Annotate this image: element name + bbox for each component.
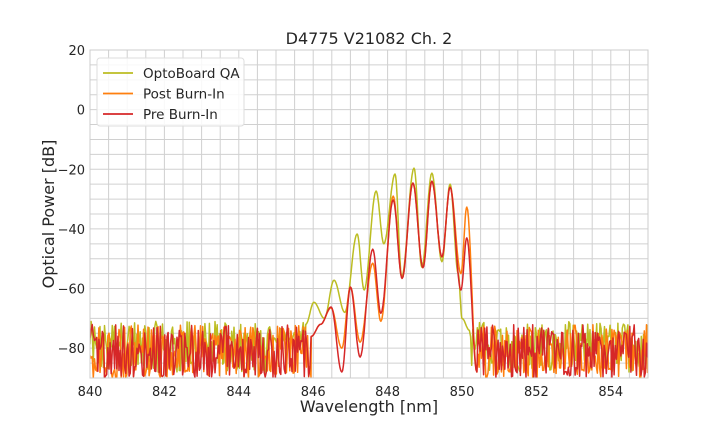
- x-axis-label: Wavelength [nm]: [300, 397, 438, 416]
- x-tick-label: 844: [226, 385, 251, 400]
- y-tick-label: −80: [58, 342, 85, 357]
- legend-label: Pre Burn-In: [143, 107, 218, 123]
- y-tick-label: 0: [77, 104, 85, 119]
- y-axis-label: Optical Power [dB]: [39, 140, 58, 289]
- x-tick-label: 852: [524, 385, 549, 400]
- y-tick-label: −60: [58, 283, 85, 298]
- x-tick-label: 848: [375, 385, 400, 400]
- legend-label: OptoBoard QA: [143, 66, 240, 82]
- series-lines: [90, 167, 648, 378]
- x-tick-label: 842: [152, 385, 177, 400]
- x-tick-label: 846: [301, 385, 326, 400]
- x-tick-label: 850: [450, 385, 475, 400]
- y-axis-ticks: 20 0 −20 −40 −60 −80: [58, 44, 85, 357]
- x-tick-label: 840: [78, 385, 103, 400]
- y-tick-label: −20: [58, 163, 85, 178]
- chart-title: D4775 V21082 Ch. 2: [286, 29, 453, 48]
- legend: OptoBoard QA Post Burn-In Pre Burn-In: [96, 57, 245, 127]
- y-tick-label: −40: [58, 223, 85, 238]
- series-line-pre-burn-in: [90, 180, 648, 378]
- legend-label: Post Burn-In: [143, 87, 225, 103]
- plot-frame: [89, 49, 649, 379]
- x-axis-ticks: 840 842 844 846 848 850 852 854: [78, 385, 624, 400]
- x-tick-label: 854: [598, 385, 623, 400]
- y-tick-label: 20: [68, 44, 85, 59]
